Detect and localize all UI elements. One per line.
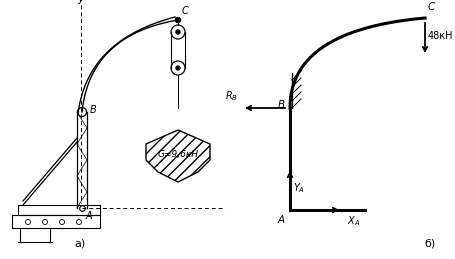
Text: $X_A$: $X_A$ — [346, 214, 359, 228]
Text: $R_B$: $R_B$ — [224, 89, 238, 103]
Text: y: y — [77, 0, 84, 4]
Text: A: A — [86, 211, 92, 221]
Text: A: A — [277, 215, 284, 225]
Text: C: C — [182, 6, 188, 16]
Text: 48кН: 48кН — [427, 31, 453, 41]
Polygon shape — [146, 130, 210, 182]
Circle shape — [176, 30, 180, 34]
Text: B: B — [277, 100, 284, 110]
Text: G=9,6кН: G=9,6кН — [157, 149, 198, 159]
Text: B: B — [90, 105, 96, 115]
Circle shape — [176, 66, 180, 70]
Text: б): б) — [424, 238, 435, 248]
Circle shape — [175, 18, 180, 23]
Text: $Y_A$: $Y_A$ — [293, 181, 304, 195]
Text: C: C — [427, 2, 434, 12]
Text: а): а) — [74, 238, 86, 248]
